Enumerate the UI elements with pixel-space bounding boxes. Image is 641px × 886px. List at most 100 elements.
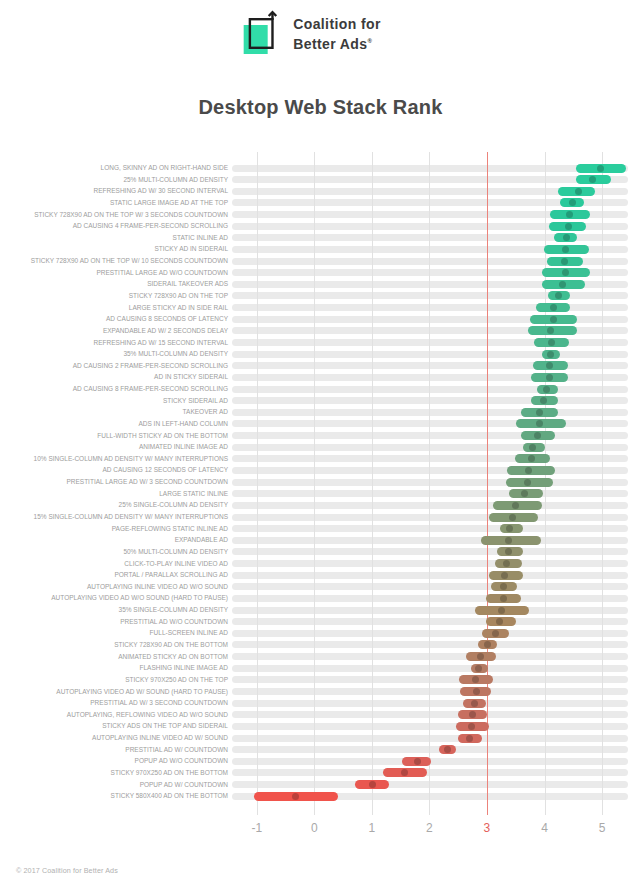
row-label: SIDERAIL TAKEOVER ADS bbox=[0, 280, 228, 287]
row-mean-dot bbox=[524, 479, 531, 486]
row-label: STICKY 728X90 AD ON THE BOTTOM bbox=[0, 641, 228, 648]
row-mean-dot bbox=[500, 583, 507, 590]
row-label: STICKY 580X400 AD ON THE BOTTOM bbox=[0, 792, 228, 799]
row-label: 25% MULTI-COLUMN AD DENSITY bbox=[0, 176, 228, 183]
row-label: STICKY ADS ON THE TOP AND SIDERAIL bbox=[0, 722, 228, 729]
x-tick-label: 4 bbox=[530, 821, 560, 835]
gridline bbox=[257, 152, 258, 815]
row-mean-dot bbox=[566, 211, 573, 218]
gridline bbox=[602, 152, 603, 815]
row-label: PRESTITIAL LARGE AD W/ 3 SECOND COUNTDOW… bbox=[0, 478, 228, 485]
row-label: AUTOPLAYING VIDEO AD W/ SOUND (HARD TO P… bbox=[0, 688, 228, 695]
row-label: STICKY 970X250 AD ON THE TOP bbox=[0, 676, 228, 683]
row-label: 35% SINGLE-COLUMN AD DENSITY bbox=[0, 606, 228, 613]
row-label: 25% SINGLE-COLUMN AD DENSITY bbox=[0, 501, 228, 508]
row-mean-dot bbox=[492, 630, 499, 637]
row-mean-dot bbox=[473, 688, 480, 695]
row-label: PRESTITIAL AD W/ 3 SECOND COUNTDOWN bbox=[0, 699, 228, 706]
row-mean-dot bbox=[575, 188, 582, 195]
row-label: STICKY 970X250 AD ON THE BOTTOM bbox=[0, 769, 228, 776]
row-mean-dot bbox=[597, 165, 604, 172]
row-label: FULL-WIDTH STICKY AD ON THE BOTTOM bbox=[0, 432, 228, 439]
threshold-line bbox=[487, 152, 488, 815]
x-tick-label: -1 bbox=[242, 821, 272, 835]
row-label: AUTOPLAYING INLINE VIDEO AD W/ SOUND bbox=[0, 734, 228, 741]
gridline bbox=[429, 152, 430, 815]
row-mean-dot bbox=[561, 258, 568, 265]
row-label: POPUP AD W/O COUNTDOWN bbox=[0, 757, 228, 764]
row-label: ADS IN LEFT-HAND COLUMN bbox=[0, 420, 228, 427]
row-label: AD CAUSING 2 FRAME-PER-SECOND SCROLLING bbox=[0, 362, 228, 369]
row-label: STICKY 728X90 AD ON THE TOP W/ 10 SECOND… bbox=[0, 257, 228, 264]
row-label: AD CAUSING 8 SECONDS OF LATENCY bbox=[0, 315, 228, 322]
row-label: STICKY 728X90 AD ON THE TOP bbox=[0, 292, 228, 299]
footer-copyright: © 2017 Coalition for Better Ads bbox=[16, 866, 118, 875]
row-label: STICKY SIDERAIL AD bbox=[0, 397, 228, 404]
row-mean-dot bbox=[550, 316, 557, 323]
row-label: PORTAL / PARALLAX SCROLLING AD bbox=[0, 571, 228, 578]
row-label: 35% MULTI-COLUMN AD DENSITY bbox=[0, 350, 228, 357]
row-mean-dot bbox=[547, 351, 554, 358]
row-label: AUTOPLAYING VIDEO AD W/O SOUND (HARD TO … bbox=[0, 594, 228, 601]
row-label: PRESTITIAL LARGE AD W/O COUNTDOWN bbox=[0, 269, 228, 276]
row-mean-dot bbox=[477, 653, 484, 660]
x-tick-label: 5 bbox=[587, 821, 617, 835]
row-label: PRESTITIAL AD W/O COUNTDOWN bbox=[0, 618, 228, 625]
row-mean-dot bbox=[500, 595, 507, 602]
row-label: PRESTITIAL AD W/ COUNTDOWN bbox=[0, 746, 228, 753]
row-mean-dot bbox=[543, 386, 550, 393]
gridline bbox=[314, 152, 315, 815]
row-label: ANIMATED STICKY AD ON BOTTOM bbox=[0, 653, 228, 660]
row-label: STICKY AD IN SIDERAIL bbox=[0, 245, 228, 252]
row-label: AUTOPLAYING, REFLOWING VIDEO AD W/O SOUN… bbox=[0, 711, 228, 718]
row-label: LARGE STATIC INLINE bbox=[0, 490, 228, 497]
row-label: 50% MULTI-COLUMN AD DENSITY bbox=[0, 548, 228, 555]
x-tick-label: 0 bbox=[299, 821, 329, 835]
row-mean-dot bbox=[565, 223, 572, 230]
row-label: 15% SINGLE-COLUMN AD DENSITY W/ MANY INT… bbox=[0, 513, 228, 520]
row-mean-dot bbox=[550, 304, 557, 311]
row-mean-dot bbox=[562, 269, 569, 276]
row-label: AD CAUSING 12 SECONDS OF LATENCY bbox=[0, 466, 228, 473]
row-mean-dot bbox=[471, 700, 478, 707]
row-label: STATIC LARGE IMAGE AD AT THE TOP bbox=[0, 199, 228, 206]
row-label: REFRESHING AD W/ 30 SECOND INTERVAL bbox=[0, 187, 228, 194]
row-label: ANIMATED INLINE IMAGE AD bbox=[0, 443, 228, 450]
row-mean-dot bbox=[540, 397, 547, 404]
row-mean-dot bbox=[468, 723, 475, 730]
row-label: AUTOPLAYING INLINE VIDEO AD W/O SOUND bbox=[0, 583, 228, 590]
row-label: AD CAUSING 4 FRAME-PER-SECOND SCROLLING bbox=[0, 222, 228, 229]
x-tick-label: 3 bbox=[472, 821, 502, 835]
row-label: LONG, SKINNY AD ON RIGHT-HAND SIDE bbox=[0, 164, 228, 171]
stack-rank-chart: LONG, SKINNY AD ON RIGHT-HAND SIDE 25% MU… bbox=[0, 0, 641, 886]
row-label: CLICK-TO-PLAY INLINE VIDEO AD bbox=[0, 560, 228, 567]
x-tick-label: 2 bbox=[414, 821, 444, 835]
row-mean-dot bbox=[503, 560, 510, 567]
row-mean-dot bbox=[529, 444, 536, 451]
row-mean-dot bbox=[569, 199, 576, 206]
x-tick-label: 1 bbox=[357, 821, 387, 835]
row-label: AD CAUSING 8 FRAME-PER-SECOND SCROLLING bbox=[0, 385, 228, 392]
row-label: TAKEOVER AD bbox=[0, 408, 228, 415]
gridline bbox=[372, 152, 373, 815]
row-mean-dot bbox=[444, 746, 451, 753]
page: Coalition for Better Ads® Desktop Web St… bbox=[0, 0, 641, 886]
row-label: EXPANDABLE AD W/ 2 SECONDS DELAY bbox=[0, 327, 228, 334]
row-label: STATIC INLINE AD bbox=[0, 234, 228, 241]
row-label: LARGE STICKY AD IN SIDE RAIL bbox=[0, 304, 228, 311]
row-mean-dot bbox=[498, 607, 505, 614]
row-label: REFRESHING AD W/ 15 SECOND INTERVAL bbox=[0, 339, 228, 346]
row-label: AD IN STICKY SIDERAIL bbox=[0, 373, 228, 380]
row-mean-dot bbox=[466, 735, 473, 742]
row-mean-dot bbox=[414, 758, 421, 765]
row-mean-dot bbox=[369, 781, 376, 788]
row-mean-dot bbox=[546, 374, 553, 381]
row-label: POPUP AD W/ COUNTDOWN bbox=[0, 781, 228, 788]
row-label: PAGE-REFLOWING STATIC INLINE AD bbox=[0, 525, 228, 532]
row-mean-dot bbox=[548, 339, 555, 346]
row-label: STICKY 728X90 AD ON THE TOP W/ 3 SECONDS… bbox=[0, 211, 228, 218]
row-label: EXPANDABLE AD bbox=[0, 536, 228, 543]
row-label: 10% SINGLE-COLUMN AD DENSITY W/ MANY INT… bbox=[0, 455, 228, 462]
row-mean-dot bbox=[501, 572, 508, 579]
row-label: FULL-SCREEN INLINE AD bbox=[0, 629, 228, 636]
